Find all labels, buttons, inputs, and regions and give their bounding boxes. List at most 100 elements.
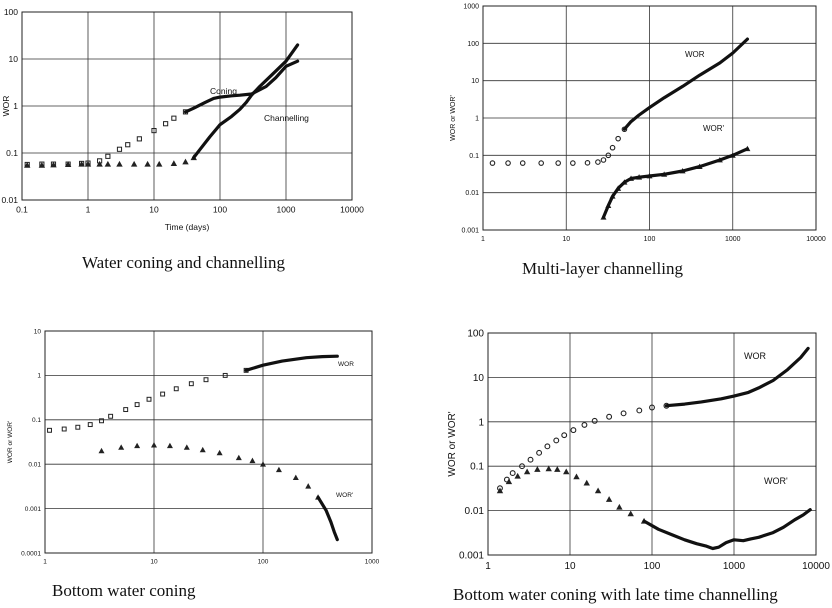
x-tick-label: 10000 — [806, 236, 826, 243]
x-tick-label: 1000 — [277, 205, 296, 215]
y-tick-label: 0.0001 — [21, 550, 41, 557]
data-point-wor — [649, 404, 655, 411]
data-point-worp — [534, 466, 541, 472]
data-point-wor — [609, 144, 616, 151]
y-tick-label: 1 — [478, 417, 484, 428]
data-point-channelling — [84, 160, 92, 167]
data-point-wor — [553, 437, 560, 444]
annotation-label: WOR — [338, 361, 354, 368]
data-point-channelling — [38, 162, 46, 168]
data-point-channelling — [156, 160, 163, 167]
x-tick-label: 1 — [86, 205, 91, 215]
data-point-channelling — [144, 160, 151, 167]
x-tick-label: 10 — [564, 561, 576, 572]
data-point-wor — [188, 381, 194, 387]
x-tick-label: 10000 — [340, 205, 364, 215]
y-tick-label: 1 — [475, 115, 479, 122]
data-point-worp — [583, 479, 590, 486]
data-point-worp — [275, 466, 282, 473]
data-point-worp — [292, 474, 299, 480]
y-tick-label: 0.1 — [6, 148, 18, 158]
data-point-worp — [166, 442, 173, 449]
data-point-coning — [171, 115, 177, 121]
data-point-wor — [536, 449, 543, 456]
data-point-wor — [173, 386, 179, 392]
series-line-coning — [183, 59, 300, 114]
data-point-wor — [555, 160, 561, 166]
caption-bottom-water-coning-late-channelling: Bottom water coning with late time chann… — [453, 585, 778, 604]
x-tick-label: 100 — [213, 205, 227, 215]
data-point-worp — [594, 487, 602, 494]
x-tick-label: 100 — [258, 559, 269, 566]
data-point-worp — [151, 442, 157, 448]
data-point-channelling — [170, 160, 178, 166]
data-point-worp — [514, 472, 521, 479]
y-tick-label: 100 — [4, 7, 18, 17]
y-tick-label: 0.001 — [461, 227, 479, 234]
y-tick-label: 100 — [467, 329, 484, 340]
x-tick-label: 0.1 — [16, 205, 28, 215]
data-point-wor — [123, 407, 129, 413]
y-axis-label: WOR or WOR' — [447, 411, 458, 476]
series-line-wor — [244, 354, 339, 372]
data-point-wor — [222, 372, 228, 378]
chart-3: 1 10 100 1000 0.0001 0.001 0.01 0.1 1 10 WOR or WO… — [7, 328, 380, 565]
data-point-wor — [203, 377, 209, 383]
caption-water-coning-and-channelling: Water coning and channelling — [82, 253, 286, 272]
y-tick-label: 1 — [37, 373, 41, 380]
chart-2: 1 10 100 1000 10000 0.001 0.01 0.1 1 10 100 1000 WOR… — [450, 3, 826, 243]
data-point-wor — [160, 391, 166, 397]
x-tick-label: 10000 — [802, 561, 830, 572]
x-tick-label: 1000 — [365, 559, 380, 566]
data-point-worp — [505, 478, 513, 485]
y-tick-label: 10 — [34, 328, 42, 335]
x-axis-label: Time (days) — [165, 222, 210, 232]
y-tick-label: 0.1 — [469, 153, 479, 160]
data-point-wor — [505, 160, 511, 166]
plot-frame — [44, 330, 373, 554]
data-point-worp — [496, 487, 504, 494]
y-tick-label: 0.01 — [465, 190, 479, 197]
data-point-channelling — [50, 161, 57, 168]
annotation-label: WOR — [685, 50, 705, 59]
y-tick-label: 0.1 — [32, 417, 41, 424]
data-point-wor — [509, 470, 516, 477]
y-tick-label: 10 — [473, 373, 485, 384]
x-tick-label: 100 — [644, 236, 656, 243]
data-point-worp — [235, 454, 242, 461]
annotation-label: WOR — [744, 351, 766, 361]
data-point-wor — [47, 427, 52, 433]
y-tick-label: 1 — [13, 101, 18, 111]
x-tick-label: 10 — [149, 205, 159, 215]
data-point-wor — [605, 152, 612, 159]
x-tick-label: 1 — [43, 559, 47, 566]
y-tick-label: 10 — [9, 54, 19, 64]
plot-frame — [487, 332, 817, 556]
data-point-worp — [183, 444, 190, 450]
data-point-channelling — [24, 162, 31, 168]
series-line-worp — [316, 495, 339, 542]
y-tick-label: 10 — [471, 78, 479, 85]
data-point-wor — [75, 424, 81, 430]
data-point-wor — [570, 160, 576, 166]
data-point-wor — [61, 426, 67, 432]
data-point-worp — [118, 444, 125, 450]
y-axis-label: WOR — [1, 96, 11, 117]
data-point-wor — [538, 160, 544, 166]
chart-4: 1 10 100 1000 10000 0.001 0.01 0.1 1 10 100 WOR or … — [447, 329, 830, 573]
data-point-wor — [99, 418, 104, 424]
data-point-worp — [134, 442, 141, 449]
data-point-wor — [519, 463, 525, 470]
caption-multi-layer-channelling: Multi-layer channelling — [522, 259, 683, 278]
data-point-channelling — [182, 158, 189, 165]
data-point-worp — [545, 465, 552, 472]
annotation-label: Channelling — [264, 113, 309, 123]
x-tick-label: 1 — [485, 561, 491, 572]
data-point-wor — [87, 422, 93, 428]
series-line-worp — [642, 508, 812, 551]
data-point-wor — [519, 160, 526, 166]
data-point-worp — [563, 468, 570, 475]
data-point-worp — [260, 461, 266, 467]
